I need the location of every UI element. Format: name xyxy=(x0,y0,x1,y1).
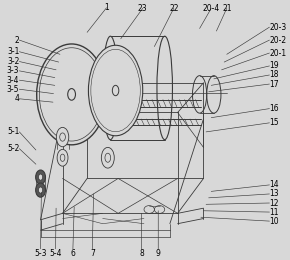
Text: 12: 12 xyxy=(269,198,279,207)
Ellipse shape xyxy=(68,89,75,100)
Text: 23: 23 xyxy=(138,4,148,13)
Text: 5-1: 5-1 xyxy=(7,127,19,136)
Ellipse shape xyxy=(101,147,114,168)
Text: 3-4: 3-4 xyxy=(7,76,19,85)
Text: 8: 8 xyxy=(139,249,144,258)
Text: 9: 9 xyxy=(156,249,161,258)
Ellipse shape xyxy=(103,36,118,140)
Text: 22: 22 xyxy=(169,4,179,13)
Text: 10: 10 xyxy=(269,217,279,226)
Text: 2: 2 xyxy=(14,36,19,44)
Text: 5-3: 5-3 xyxy=(34,249,47,258)
Text: 6: 6 xyxy=(70,249,75,258)
Text: 20-4: 20-4 xyxy=(203,4,220,13)
Ellipse shape xyxy=(88,45,143,136)
Text: 19: 19 xyxy=(269,61,279,70)
Text: 20-2: 20-2 xyxy=(269,36,287,44)
Ellipse shape xyxy=(56,127,69,147)
Text: 3-2: 3-2 xyxy=(7,57,19,66)
Ellipse shape xyxy=(36,170,46,184)
Text: 14: 14 xyxy=(269,180,279,189)
Text: 16: 16 xyxy=(269,104,279,113)
Text: 3-5: 3-5 xyxy=(7,85,19,94)
Text: 7: 7 xyxy=(90,249,95,258)
Text: 3-3: 3-3 xyxy=(7,66,19,75)
Text: 3-1: 3-1 xyxy=(7,47,19,56)
Text: 17: 17 xyxy=(269,80,279,89)
Text: 21: 21 xyxy=(222,4,231,13)
Text: 18: 18 xyxy=(269,70,279,80)
Text: 20-1: 20-1 xyxy=(269,49,287,57)
Ellipse shape xyxy=(39,187,43,193)
Ellipse shape xyxy=(36,183,46,197)
Ellipse shape xyxy=(37,44,106,145)
Text: 15: 15 xyxy=(269,118,279,127)
Text: 11: 11 xyxy=(269,207,279,217)
Text: 1: 1 xyxy=(104,3,109,12)
Text: 13: 13 xyxy=(269,190,279,198)
Text: 5-4: 5-4 xyxy=(49,249,62,258)
Text: 4: 4 xyxy=(14,94,19,103)
Ellipse shape xyxy=(39,174,43,180)
Text: 5-2: 5-2 xyxy=(7,144,19,153)
Ellipse shape xyxy=(57,149,68,166)
Text: 20-3: 20-3 xyxy=(269,23,287,32)
